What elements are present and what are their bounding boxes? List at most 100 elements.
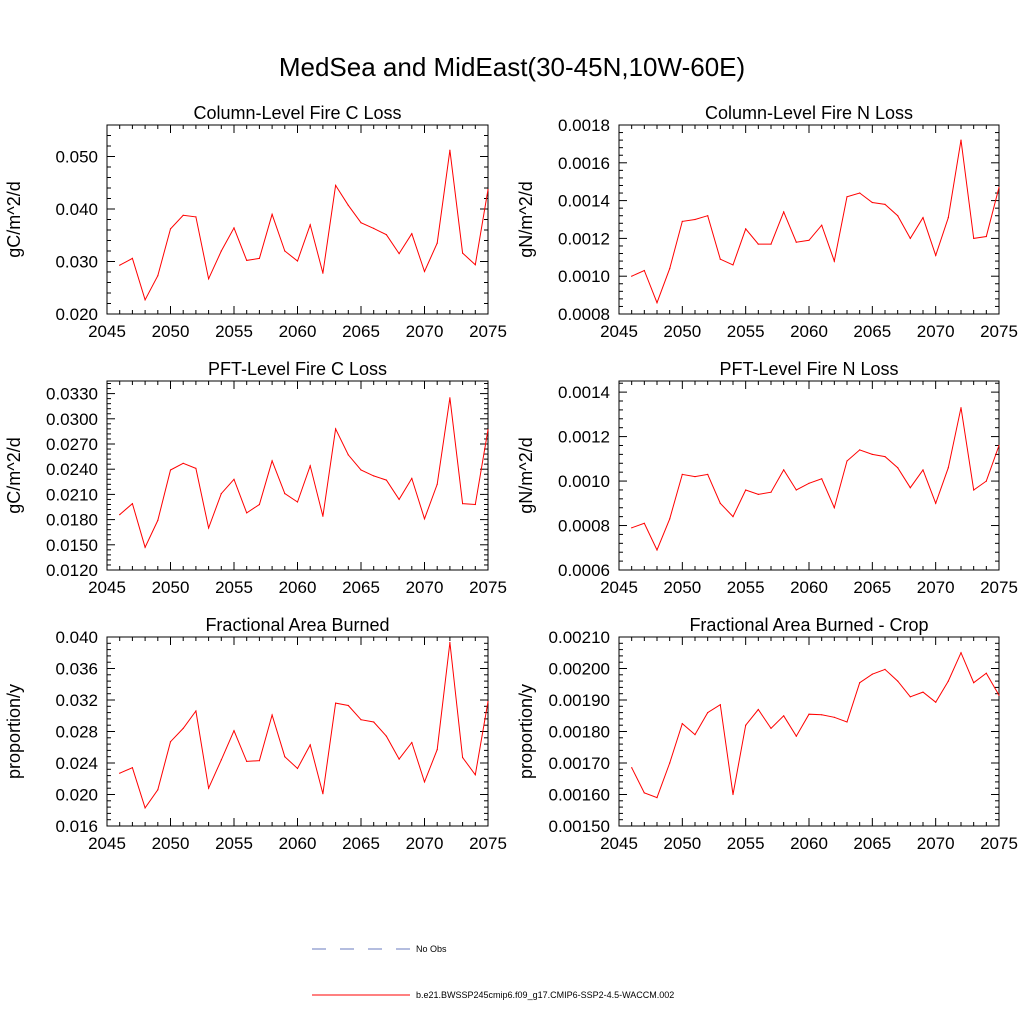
data-point <box>745 489 747 491</box>
data-point <box>859 682 861 684</box>
x-tick-label: 2060 <box>790 578 828 597</box>
data-point <box>423 518 426 520</box>
data-point <box>859 192 861 194</box>
data-point <box>462 503 464 505</box>
data-point <box>795 735 797 737</box>
data-point <box>643 269 645 272</box>
data-point <box>385 479 387 481</box>
y-tick-label: 0.0012 <box>558 428 610 447</box>
data-point <box>998 444 1000 447</box>
data-point <box>182 727 184 730</box>
data-point <box>411 741 413 744</box>
data-point <box>859 449 861 451</box>
data-point <box>821 478 823 480</box>
data-point <box>131 767 133 769</box>
x-tick-label: 2070 <box>406 834 444 853</box>
panels: Column-Level Fire C Loss gC/m^2/d 2045 2050… <box>4 103 1018 853</box>
data-point <box>783 715 785 717</box>
data-point <box>436 483 438 485</box>
x-tick-label: 2055 <box>215 578 253 597</box>
y-axis-label: proportion/y <box>516 684 536 779</box>
y-tick-label: 0.0010 <box>558 472 610 491</box>
legend-series-label: b.e21.BWSSP245cmip6.f09_g17.CMIP6-SSP2-4… <box>416 990 674 1000</box>
data-point <box>182 462 184 464</box>
x-tick-label: 2070 <box>917 578 955 597</box>
data-point <box>631 767 633 769</box>
data-point <box>284 493 286 495</box>
x-tick-label: 2055 <box>215 322 253 341</box>
panel-title: PFT-Level Fire N Loss <box>719 359 898 379</box>
data-point <box>719 502 721 504</box>
data-point <box>373 227 375 229</box>
data-point <box>821 714 823 716</box>
data-point <box>985 480 987 482</box>
y-tick-label: 0.040 <box>55 628 98 647</box>
data-point <box>144 546 146 548</box>
y-tick-label: 0.036 <box>55 660 98 679</box>
data-point <box>182 214 184 216</box>
y-tick-label: 0.028 <box>55 723 98 742</box>
data-point <box>770 727 772 730</box>
data-point <box>973 237 975 239</box>
data-point <box>208 278 210 280</box>
y-tick-label: 0.0008 <box>558 305 610 324</box>
plot-frame <box>106 636 489 827</box>
y-tick-label: 0.00210 <box>549 628 610 647</box>
y-tick-label: 0.0012 <box>558 229 610 248</box>
data-point <box>694 734 696 736</box>
data-point <box>258 760 260 762</box>
data-point <box>808 482 810 484</box>
data-point <box>871 673 873 675</box>
data-point <box>449 641 451 644</box>
y-tick-label: 0.032 <box>55 691 98 710</box>
x-tick-label: 2075 <box>469 322 507 341</box>
series-line <box>119 642 489 810</box>
data-point <box>643 792 645 794</box>
y-tick-label: 0.0180 <box>46 511 98 530</box>
panel-title: Fractional Area Burned - Crop <box>689 615 928 635</box>
y-tick-label: 0.030 <box>55 253 98 272</box>
data-point <box>208 787 210 789</box>
data-point <box>233 478 235 480</box>
x-tick-label: 2070 <box>406 578 444 597</box>
data-point <box>296 260 299 262</box>
data-point <box>833 260 835 262</box>
data-point <box>631 275 633 277</box>
data-point <box>732 793 734 796</box>
data-point <box>335 428 337 430</box>
data-point <box>322 515 324 517</box>
data-point <box>169 228 172 230</box>
x-tick-label: 2055 <box>727 322 765 341</box>
data-point <box>271 460 273 462</box>
plot-frame <box>618 636 1000 827</box>
data-point <box>284 250 286 252</box>
data-point <box>131 257 133 259</box>
data-point <box>487 189 489 191</box>
legend: No Obs b.e21.BWSSP245cmip6.f09_g17.CMIP6… <box>312 944 674 1000</box>
x-tick-label: 2070 <box>917 322 955 341</box>
data-point <box>922 217 924 219</box>
data-point <box>373 475 375 477</box>
data-point <box>783 469 785 471</box>
data-point <box>335 702 337 704</box>
data-point <box>694 476 696 478</box>
x-tick-label: 2045 <box>600 578 638 597</box>
x-tick-label: 2065 <box>853 834 891 853</box>
data-point <box>935 701 937 703</box>
data-point <box>258 257 260 259</box>
y-tick-label: 0.0270 <box>46 435 98 454</box>
y-axis-label: gN/m^2/d <box>516 437 536 513</box>
x-tick-label: 2045 <box>88 834 126 853</box>
data-point <box>884 203 886 205</box>
data-point <box>719 258 721 260</box>
x-tick-label: 2050 <box>663 834 701 853</box>
data-point <box>296 767 299 770</box>
x-tick-label: 2065 <box>853 322 891 341</box>
series-line <box>119 150 489 302</box>
data-point <box>643 522 645 524</box>
legend-obs-label: No Obs <box>416 944 447 954</box>
y-tick-label: 0.00160 <box>549 786 610 805</box>
data-point <box>258 503 260 506</box>
data-point <box>884 668 886 671</box>
